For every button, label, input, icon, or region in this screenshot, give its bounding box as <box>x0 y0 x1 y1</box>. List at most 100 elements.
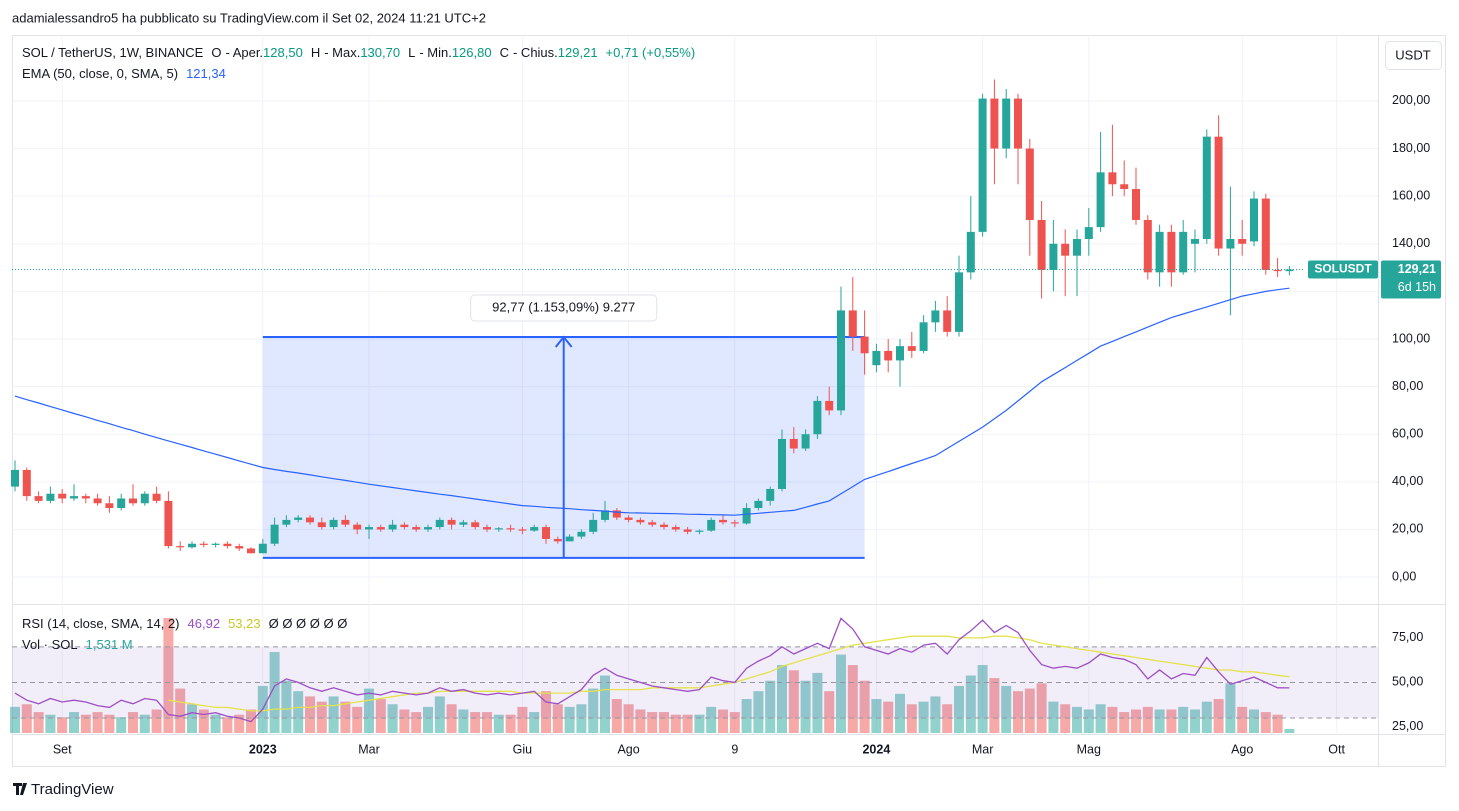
x-tick-label: 9 <box>731 742 738 756</box>
candle-body <box>955 272 963 332</box>
candle-body <box>1037 219 1046 270</box>
volume-bar <box>1013 691 1023 733</box>
volume-bar <box>1272 714 1283 733</box>
ohlc-legend: SOL / TetherUS, 1W, BINANCE O - Aper.128,5… <box>22 45 695 60</box>
volume-bar <box>659 712 669 733</box>
candle-body <box>671 527 680 530</box>
volume-bar <box>871 699 882 733</box>
x-tick-label: 2023 <box>249 742 277 756</box>
x-tick-label: Mag <box>1077 742 1101 756</box>
candle-body <box>1167 231 1176 273</box>
candle-body <box>152 493 161 501</box>
candle-body <box>388 524 397 530</box>
candle-body <box>1155 231 1164 273</box>
volume-bar <box>1072 706 1082 733</box>
candle-body <box>542 527 550 539</box>
candle-body <box>341 519 350 525</box>
candle-body <box>742 508 751 524</box>
candle-body <box>966 231 975 273</box>
volume-bar <box>375 699 386 733</box>
candle-body <box>601 510 609 520</box>
candle-body <box>282 519 291 525</box>
candle-body <box>813 400 822 435</box>
candle-body <box>93 498 102 504</box>
candle-body <box>589 519 598 532</box>
candle-body <box>660 524 668 528</box>
candle-body <box>1226 239 1235 249</box>
currency-button[interactable] <box>1385 41 1442 70</box>
ohlc-key: O <box>211 45 221 60</box>
volume-bar <box>352 706 363 733</box>
volume-bar <box>635 709 646 733</box>
volume-bar <box>45 714 56 733</box>
candle-body <box>494 528 503 530</box>
ohlc-key: C <box>500 45 509 60</box>
candle-body <box>58 493 67 499</box>
y-tick-label: 140,00 <box>1392 236 1430 250</box>
volume-bar <box>564 706 575 733</box>
candle-body <box>188 543 196 548</box>
candle-body <box>990 98 999 149</box>
candle-body <box>884 350 893 361</box>
candle-body <box>1238 239 1247 244</box>
ohlc-value: 129,21 <box>558 45 598 60</box>
x-tick-label: Ago <box>1231 742 1253 756</box>
candle-body <box>258 543 267 554</box>
volume-bar <box>387 704 398 733</box>
volume-bar <box>1237 706 1248 733</box>
candle-body <box>789 438 798 449</box>
rsi-tick-label: 75,00 <box>1392 630 1423 644</box>
volume-bar <box>906 704 917 733</box>
candle-body <box>553 538 562 542</box>
candle-body <box>1073 239 1081 256</box>
volume-bar <box>1060 704 1071 733</box>
volume-bar <box>942 704 953 733</box>
x-tick-label: Ago <box>617 742 639 756</box>
candle-body <box>400 524 409 528</box>
y-tick-label: 80,00 <box>1392 379 1423 393</box>
rsi-ma-line <box>168 635 1290 712</box>
candle-body <box>140 493 149 504</box>
candle-body <box>1202 136 1211 240</box>
volume-bar <box>1154 709 1165 733</box>
volume-bar <box>729 712 740 733</box>
candle-body <box>943 310 952 332</box>
logo-mark <box>13 783 27 795</box>
volume-bar <box>482 712 492 733</box>
x-tick-label: Ott <box>1328 742 1345 756</box>
x-tick-label: Set <box>53 742 72 756</box>
x-tick-label: Mar <box>972 742 994 756</box>
candle-body <box>565 536 574 542</box>
candle-body <box>1191 239 1199 244</box>
candle-body <box>424 527 432 530</box>
x-tick-label: 2024 <box>862 742 890 756</box>
volume-bar <box>682 714 693 733</box>
candle-body <box>34 496 43 501</box>
candle-body <box>624 517 633 520</box>
candle-body <box>825 400 834 411</box>
volume-bar <box>446 704 457 733</box>
volume-bar <box>1225 683 1236 733</box>
candle-body <box>1002 98 1011 149</box>
candle-body <box>978 98 987 232</box>
candle-body <box>247 548 255 554</box>
currency-label[interactable]: USDT <box>1395 47 1430 62</box>
volume-bar <box>1036 683 1047 733</box>
candle-body <box>860 336 869 354</box>
candle-body <box>483 527 491 530</box>
candle-body <box>459 522 468 525</box>
ohlc-name: - Aper. <box>225 45 263 60</box>
volume-bar <box>1260 712 1271 733</box>
volume-bar <box>399 709 410 733</box>
candle-body <box>719 519 727 523</box>
volume-bar <box>1001 685 1012 733</box>
candle-body <box>1014 98 1022 149</box>
candle-body <box>707 519 716 531</box>
volume-bar <box>411 712 422 733</box>
candle-body <box>306 517 314 523</box>
price-tag-label: 129,21 <box>1398 262 1436 276</box>
candle-body <box>1273 269 1282 272</box>
volume-bar <box>576 704 587 733</box>
volume-bar <box>163 618 174 733</box>
rsi-ma-value: 53,23 <box>228 616 261 631</box>
